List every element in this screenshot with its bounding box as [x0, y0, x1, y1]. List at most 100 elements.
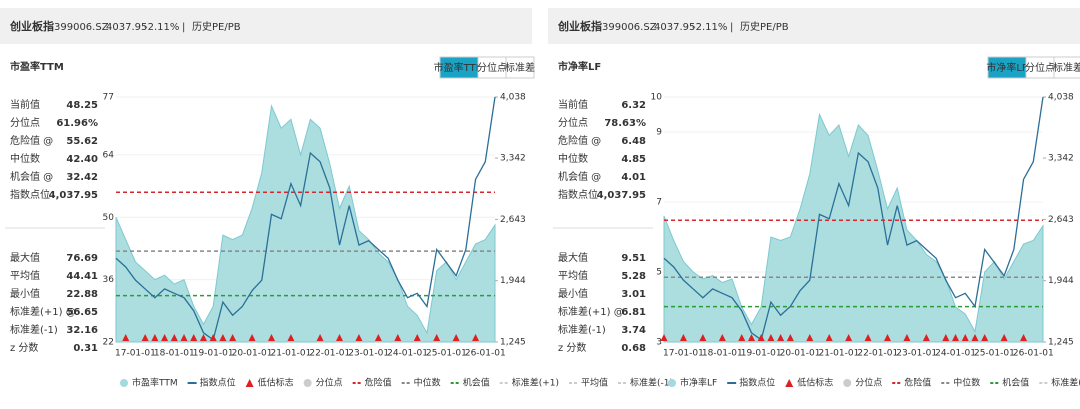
signal-marker	[777, 334, 785, 341]
signal-marker	[452, 334, 460, 341]
legend-label[interactable]: 机会值	[463, 377, 490, 389]
area	[663, 112, 1044, 343]
stat-label: 机会值 @	[10, 170, 53, 183]
legend-item[interactable]: 标准差(-1)	[618, 377, 673, 389]
y-tick-label: 3	[656, 338, 662, 348]
legend-label[interactable]: 标准差(+1)	[512, 377, 559, 389]
legend-label[interactable]: 中位数	[953, 377, 980, 389]
tab-label[interactable]: 市盈率TTM	[434, 61, 485, 74]
stat-value: 4.01	[621, 172, 646, 183]
signal-marker	[981, 334, 989, 341]
x-tick-label: 19-01-01	[193, 349, 234, 359]
y-tick-label: 64	[103, 150, 115, 160]
legend-label[interactable]: 危险值	[365, 377, 392, 389]
signal-marker	[394, 334, 402, 341]
legend-item[interactable]: 低估标志	[245, 377, 294, 389]
signal-marker	[413, 334, 421, 341]
legend-item[interactable]: 中位数	[941, 377, 980, 389]
legend-label[interactable]: 平均值	[581, 377, 608, 389]
legend-label[interactable]: 指数点位	[739, 377, 775, 389]
legend-swatch	[120, 379, 128, 387]
legend-item[interactable]: 市盈率TTM	[120, 377, 178, 389]
y2-tick-label: 2,643	[1048, 215, 1074, 225]
legend-item[interactable]: 指数点位	[187, 377, 236, 389]
header-code: 399006.SZ	[54, 22, 109, 33]
legend-label[interactable]: 分位点	[316, 377, 343, 389]
legend-item[interactable]: 标准差(+1)	[499, 377, 559, 389]
signal-marker	[374, 334, 382, 341]
stat-value: 78.63%	[604, 118, 646, 129]
signal-marker	[161, 334, 169, 341]
stat-value: 5.28	[621, 271, 646, 282]
legend-label[interactable]: 市盈率TTM	[132, 377, 178, 389]
header-bar	[0, 8, 532, 44]
legend-swatch	[668, 379, 676, 387]
legend-item[interactable]: 分位点	[303, 377, 343, 389]
x-tick-label: 26-01-01	[1013, 349, 1054, 359]
legend-item[interactable]: 机会值	[450, 377, 490, 389]
header-link[interactable]: 历史PE/PB	[740, 21, 789, 33]
legend-label[interactable]: 危险值	[904, 377, 931, 389]
legend-item[interactable]: 指数点位	[727, 377, 775, 389]
legend-label[interactable]: 指数点位	[200, 377, 236, 389]
x-tick-label: 21-01-01	[818, 349, 859, 359]
tab-label[interactable]: 市净率LF	[986, 61, 1028, 74]
signal-marker	[316, 334, 324, 341]
legend-item[interactable]: 平均值	[569, 377, 608, 389]
stat-label: 中位数	[10, 152, 40, 165]
y2-tick-label: 1,944	[1048, 276, 1074, 286]
legend-item[interactable]: 中位数	[401, 377, 441, 389]
signal-marker	[864, 334, 872, 341]
signal-marker	[699, 334, 707, 341]
signal-marker	[903, 334, 911, 341]
x-tick-label: 20-01-01	[232, 349, 273, 359]
legend-item[interactable]: 低估标志	[785, 377, 833, 389]
header-name: 创业板指	[9, 19, 54, 33]
stat-label: 标准差(-1)	[558, 323, 606, 336]
stat-label: z 分数	[10, 341, 38, 354]
tab-label[interactable]: 标准差	[505, 61, 535, 74]
header-bar	[548, 8, 1080, 44]
index-line	[663, 96, 1044, 341]
stat-value: 48.25	[66, 100, 98, 111]
index-line	[115, 96, 496, 341]
legend-item[interactable]: 危险值	[892, 377, 931, 389]
tab[interactable]	[505, 56, 535, 79]
legend-item[interactable]: 标准差(+1)	[1039, 377, 1080, 389]
legend-label[interactable]: 市净率LF	[680, 377, 717, 389]
stat-label: 机会值 @	[558, 170, 601, 183]
legend-item[interactable]: 市净率LF	[668, 377, 717, 389]
stat-label: 当前值	[558, 98, 588, 111]
stat-label: 中位数	[558, 152, 588, 165]
legend-item[interactable]: 分位点	[843, 377, 882, 389]
tab-label[interactable]: 标准差	[1053, 61, 1080, 74]
header-link[interactable]: 历史PE/PB	[192, 21, 241, 33]
legend-item[interactable]: 机会值	[990, 377, 1029, 389]
tab-label[interactable]: 分位点	[477, 61, 507, 74]
signal-marker	[141, 334, 149, 341]
legend-label[interactable]: 标准差(+1)	[1051, 377, 1080, 389]
legend-item[interactable]: 危险值	[352, 377, 392, 389]
signal-marker	[355, 334, 363, 341]
stat-label: 当前值	[10, 98, 40, 111]
legend-label[interactable]: 低估标志	[797, 377, 833, 389]
signal-marker	[884, 334, 892, 341]
legend-label[interactable]: 标准差(-1)	[630, 377, 673, 389]
x-tick-label: 23-01-01	[896, 349, 937, 359]
legend-label[interactable]: 低估标志	[258, 377, 294, 389]
legend-label[interactable]: 中位数	[414, 377, 441, 389]
x-tick-label: 25-01-01	[974, 349, 1015, 359]
tab-label[interactable]: 分位点	[1025, 61, 1055, 74]
legend-label[interactable]: 分位点	[855, 377, 882, 389]
tab[interactable]	[1053, 56, 1080, 79]
y2-tick-label: 1,245	[1048, 338, 1074, 348]
signal-marker	[267, 334, 275, 341]
y2-tick-label: 3,342	[500, 154, 526, 164]
stat-label: 分位点	[558, 116, 588, 129]
header-sep: |	[730, 22, 733, 33]
signal-marker	[942, 334, 950, 341]
legend-label[interactable]: 机会值	[1002, 377, 1029, 389]
stat-label: 最大值	[558, 251, 588, 264]
signal-marker	[190, 334, 198, 341]
